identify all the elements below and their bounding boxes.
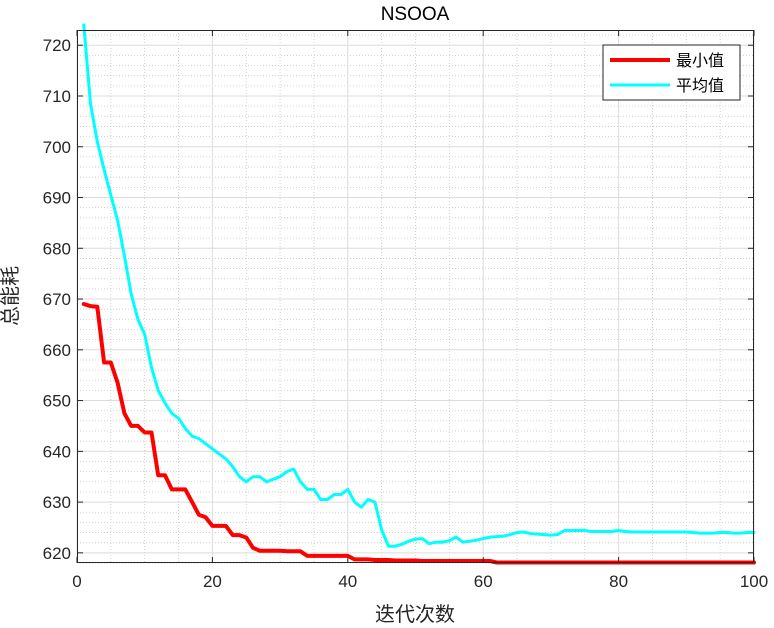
y-tick-label: 720 (43, 36, 71, 55)
y-tick-label: 630 (43, 493, 71, 512)
y-tick-label: 670 (43, 290, 71, 309)
y-tick-label: 700 (43, 138, 71, 157)
x-tick-label: 0 (72, 572, 81, 591)
tick-marks (76, 30, 755, 563)
y-tick-label: 710 (43, 87, 71, 106)
legend: 最小值 平均值 (602, 44, 741, 101)
legend-box (602, 44, 741, 101)
x-axis-label: 迭代次数 (375, 602, 455, 626)
y-tick-labels: 620 630 640 650 660 670 680 690 700 710 720 (43, 36, 71, 563)
x-tick-label: 100 (740, 572, 768, 591)
x-tick-label: 20 (203, 572, 222, 591)
y-tick-label: 690 (43, 189, 71, 208)
x-tick-label: 60 (474, 572, 493, 591)
y-tick-label: 660 (43, 341, 71, 360)
x-tick-labels: 0 20 40 60 80 100 (72, 572, 768, 591)
y-tick-label: 640 (43, 442, 71, 461)
minor-grid (77, 30, 754, 564)
x-tick-label: 80 (609, 572, 628, 591)
y-axis-label: 总能耗 (0, 266, 22, 326)
series-line-avg (82, 23, 756, 548)
y-tick-label: 650 (43, 392, 71, 411)
axes-frame (77, 30, 754, 563)
y-tick-label: 680 (43, 239, 71, 258)
legend-label-avg: 平均值 (676, 76, 724, 95)
chart-title: NSOOA (381, 4, 450, 25)
y-tick-label: 620 (43, 544, 71, 563)
legend-label-min: 最小值 (676, 51, 724, 70)
x-tick-label: 40 (338, 572, 357, 591)
